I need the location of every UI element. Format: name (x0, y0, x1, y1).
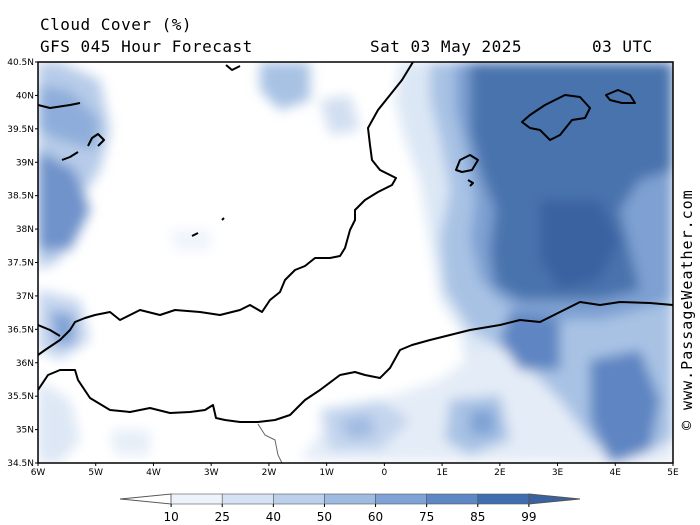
map-title: Cloud Cover (%) (40, 15, 192, 34)
lon-label: 2E (494, 468, 506, 478)
forecast-date: Sat 03 May 2025 (370, 37, 522, 56)
lon-label: 5E (667, 468, 679, 478)
lon-label: 3W (204, 468, 219, 478)
lon-label: 5W (88, 468, 103, 478)
lon-label: 0 (381, 468, 387, 478)
lat-label: 34.5N (7, 459, 34, 469)
site-credit: © www.PassageWeather.com (678, 189, 696, 430)
lat-label: 40.5N (7, 58, 34, 68)
lon-label: 4W (146, 468, 161, 478)
lat-label: 39N (16, 158, 34, 168)
lat-label: 39.5N (7, 125, 34, 135)
lat-label: 36.5N (7, 325, 34, 335)
border-line (257, 423, 283, 464)
lat-label: 35N (16, 426, 34, 436)
lat-label: 36N (16, 359, 34, 369)
lat-label: 38N (16, 225, 34, 235)
lon-label: 1W (319, 468, 334, 478)
lon-label: 4E (610, 468, 622, 478)
lon-label: 1E (436, 468, 448, 478)
lon-label: 2W (262, 468, 277, 478)
lat-label: 38.5N (7, 192, 34, 202)
lat-label: 37.5N (7, 259, 34, 269)
lon-label: 6W (31, 468, 46, 478)
forecast-time: 03 UTC (592, 37, 653, 56)
forecast-subtitle: GFS 045 Hour Forecast (40, 37, 253, 56)
cloud-field (38, 62, 673, 463)
lat-label: 40N (16, 91, 34, 101)
latitude-axis: 40.5N 40N 39.5N 39N 38.5N 38N 37.5N 37N 36.5N 36N… (7, 58, 38, 469)
coastlines (38, 62, 673, 423)
longitude-axis: 6W 5W 4W 3W 2W 1W 0 1E 2E 3E 4E 5E (31, 463, 679, 478)
lat-label: 37N (16, 292, 34, 302)
lat-label: 35.5N (7, 392, 34, 402)
lon-label: 3E (552, 468, 564, 478)
